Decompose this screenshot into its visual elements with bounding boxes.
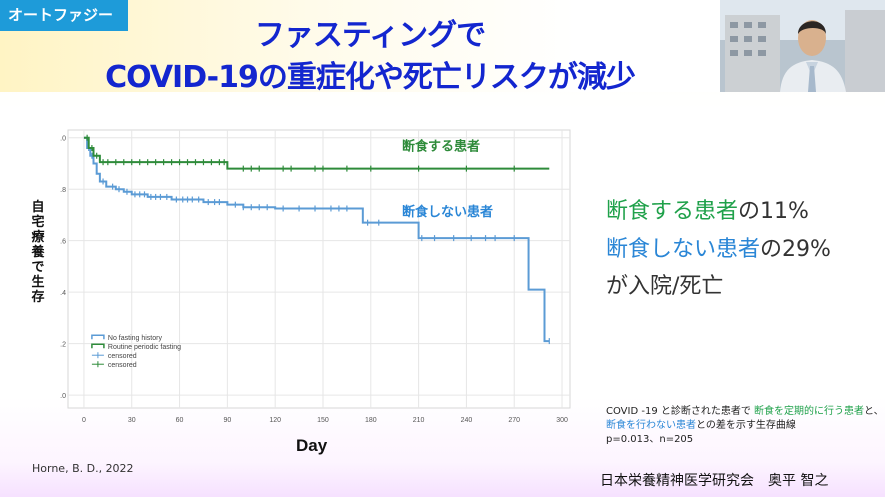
speaker-image [720,0,885,92]
x-tick-label: 90 [223,417,231,424]
series-line-no-fasting [83,136,550,343]
legend-swatch [91,343,105,349]
stat-fasting-label: 断食する患者 [606,199,739,224]
note-fasting-highlight: 断食を定期的に行う患者 [754,406,865,417]
topic-tag: オートファジー [0,0,128,31]
y-axis-title: 自 宅 療 養 で 生 存 [28,200,48,305]
y-tick-label: 0.2 [60,342,66,349]
stat-line-outcome: が入院/死亡 [606,274,724,299]
x-tick-label: 210 [413,417,425,424]
survival-chart: 0 30 60 90 120 150 180 210 240 270 300 0.0 0.2 0.4 0.6… [60,129,571,424]
note-text: COVID -19 と診断された患者で [606,406,755,417]
title-line2: COVID-19の重症化や死亡リスクが減少 [105,60,636,95]
x-tick-label: 30 [128,417,136,424]
y-tick-label: 0.8 [60,187,66,194]
legend-label: No fasting history [108,335,163,342]
y-axis-char: で [31,260,45,275]
note-text: と、 [864,406,884,417]
x-tick-label: 60 [176,417,184,424]
y-axis-char: 養 [31,245,45,260]
legend-label: Routine periodic fasting [108,344,181,351]
stat-fasting-value: の11% [738,199,809,224]
y-axis-char: 存 [31,290,45,305]
y-axis-char: 自 [31,200,45,215]
x-tick-label: 150 [317,417,329,424]
x-tick-label: 0 [82,417,86,424]
x-tick-label: 180 [365,417,377,424]
y-axis-char: 療 [31,230,45,245]
speaker-photo [720,0,885,92]
note-stats: p=0.013、n=205 [606,434,694,445]
stat-no-fasting-label: 断食しない患者 [606,237,761,262]
x-tick-label: 240 [461,417,473,424]
stat-line-no-fasting: 断食しない患者の29% [606,231,831,263]
note-text: との差を示す生存曲線 [696,420,796,431]
curve-annotation: 断食しない患者 [402,204,493,220]
y-tick-label: 0.0 [60,393,66,400]
x-axis-title: Day [296,436,328,455]
organization: 日本栄養精神医学研究会 奥平 智之 [600,473,829,489]
note-no-fasting-highlight: 断食を行わない患者 [606,420,696,431]
x-tick-label: 270 [508,417,520,424]
x-tick-label: 120 [269,417,281,424]
y-tick-label: 0.6 [60,239,66,246]
stat-no-fasting-value: の29% [760,237,831,262]
y-axis-char: 宅 [31,215,45,230]
legend-swatch [91,334,105,340]
title-line1: ファスティングで [254,18,486,53]
legend-label: censored [108,362,137,369]
y-axis-char: 生 [31,275,45,290]
legend-label: censored [108,353,137,360]
stat-line-fasting: 断食する患者の11% [606,193,809,225]
plot-area [67,129,571,409]
y-tick-label: 1.0 [60,136,66,143]
reference: Horne, B. D., 2022 [32,462,134,475]
y-tick-label: 0.4 [60,290,66,297]
curve-annotation: 断食する患者 [402,139,480,155]
chart-note: COVID -19 と診断された患者で 断食を定期的に行う患者と、 断食を行わな… [606,405,884,447]
x-tick-label: 300 [556,417,568,424]
